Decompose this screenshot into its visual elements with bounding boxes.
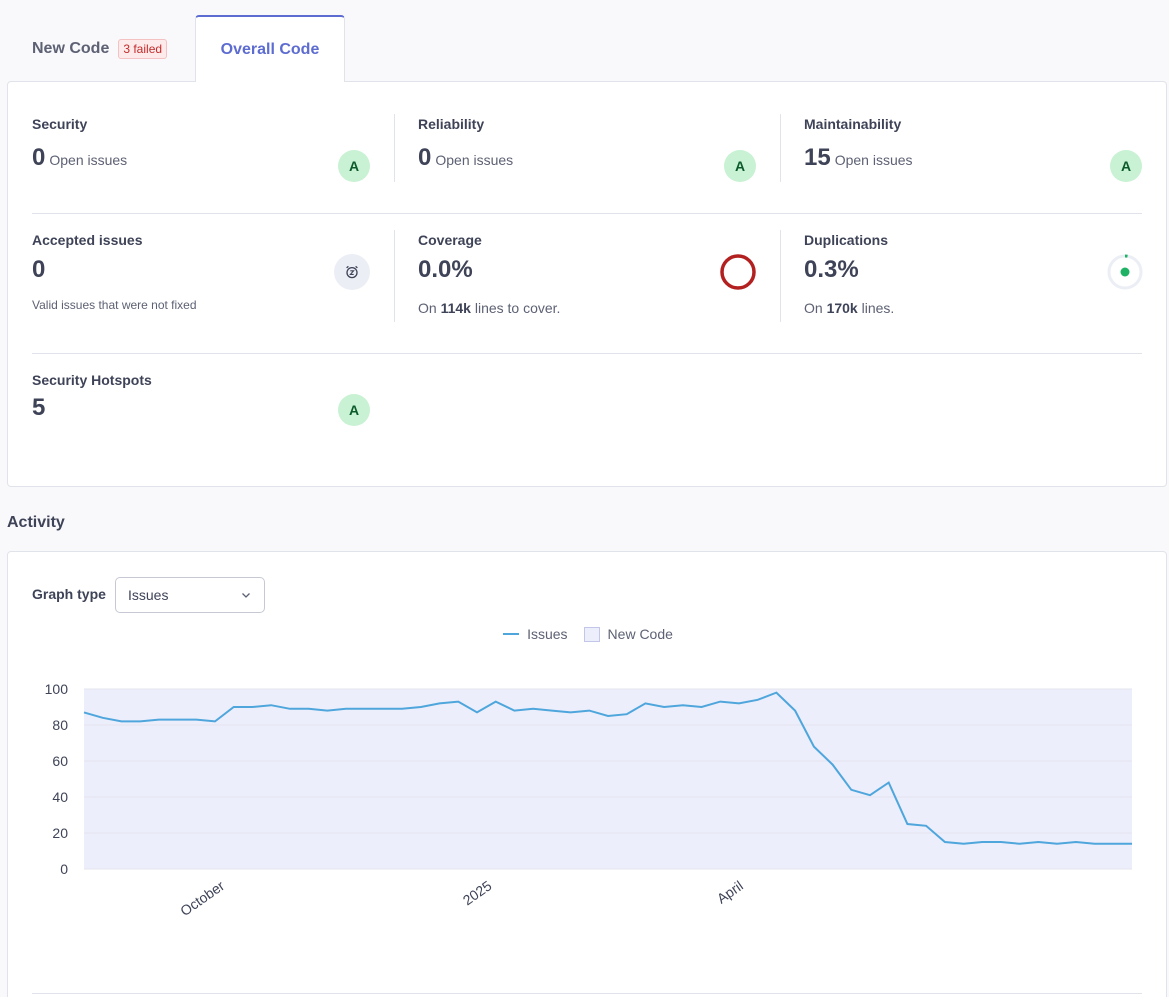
coverage-metric[interactable]: Coverage 0.0% On 114k lines to cover. [418,232,756,316]
reliability-unit: Open issues [435,152,514,168]
maintainability-title: Maintainability [804,116,902,132]
legend-issues[interactable]: Issues [503,626,568,642]
duplications-title: Duplications [804,232,889,248]
legend-line-swatch [503,633,520,635]
y-tick-label: 20 [52,825,68,841]
security-hotspots-value[interactable]: 5 [32,394,46,421]
security-value[interactable]: 0 [32,144,46,171]
divider [394,230,395,322]
accepted-issues-description: Valid issues that were not fixed [32,298,197,312]
card-bottom-divider [32,993,1142,994]
tab-new-code[interactable]: New Code 3 failed [7,15,195,82]
security-hotspots-title: Security Hotspots [32,372,152,388]
coverage-title: Coverage [418,232,482,248]
divider [780,114,781,182]
x-tick-label: April [714,877,746,906]
chevron-down-icon [242,593,250,598]
issues-line-chart[interactable]: 0 20 40 60 80 100 October 2025 April [8,672,1166,982]
maintainability-unit: Open issues [834,152,913,168]
coverage-ring-icon [720,254,756,290]
y-tick-label: 40 [52,789,68,805]
accepted-issues-metric[interactable]: Accepted issues 0 Valid issues that were… [32,232,370,312]
metrics-card: Security 0 Open issues A Reliability 0 O… [7,81,1167,487]
legend-area-swatch [583,626,600,642]
tab-overall-code[interactable]: Overall Code [195,15,345,82]
duplications-metric[interactable]: Duplications 0.3% On 170k lines. [804,232,1142,316]
accepted-issues-title: Accepted issues [32,232,143,248]
y-tick-label: 100 [45,681,69,697]
graph-type-label: Graph type [32,586,106,602]
activity-heading: Activity [7,514,65,531]
y-tick-label: 80 [52,717,68,733]
coverage-lines-count[interactable]: 114k [440,300,471,316]
coverage-lines-prefix: On [418,300,437,316]
maintainability-metric[interactable]: Maintainability 15 Open issues [804,116,1142,172]
legend-new-code-label: New Code [607,626,673,642]
security-hotspots-grade-badge[interactable]: A [338,394,370,426]
x-tick-label: October [177,877,227,919]
duplications-lines: On 170k lines. [804,300,1142,316]
duplications-lines-suffix: lines. [861,300,895,316]
divider [394,114,395,182]
accepted-issues-value[interactable]: 0 [32,256,46,283]
security-metric[interactable]: Security 0 Open issues [32,116,370,172]
y-tick-label: 60 [52,753,68,769]
tab-new-code-label: New Code [32,39,110,57]
reliability-title: Reliability [418,116,485,132]
legend-new-code[interactable]: New Code [583,626,673,642]
security-title: Security [32,116,88,132]
reliability-metric[interactable]: Reliability 0 Open issues [418,116,756,172]
activity-card: Graph type Issues Issues New Code 0 20 40 6… [7,551,1167,997]
row-divider [32,353,1142,354]
coverage-lines-suffix: lines to cover. [474,300,561,316]
maintainability-grade-badge[interactable]: A [1110,150,1142,182]
graph-type-value: Issues [128,587,169,603]
alarm-clock-icon [334,254,370,290]
coverage-value[interactable]: 0.0% [418,256,473,283]
duplications-value[interactable]: 0.3% [804,256,859,283]
reliability-value[interactable]: 0 [418,144,432,171]
reliability-grade-badge[interactable]: A [724,150,756,182]
duplications-lines-prefix: On [804,300,823,316]
coverage-lines: On 114k lines to cover. [418,300,756,316]
x-tick-label: 2025 [460,877,495,908]
failed-conditions-badge: 3 failed [118,38,168,59]
security-unit: Open issues [49,152,128,168]
divider [780,230,781,322]
maintainability-value[interactable]: 15 [804,144,831,171]
new-code-area [84,689,1132,869]
duplications-indicator-icon [1107,254,1143,290]
legend-issues-label: Issues [527,626,568,642]
security-hotspots-metric[interactable]: Security Hotspots 5 [32,372,370,422]
tab-overall-code-label: Overall Code [220,40,320,58]
row-divider [32,213,1142,214]
code-tabs: New Code 3 failed Overall Code [7,15,1167,82]
duplications-lines-count[interactable]: 170k [826,300,858,316]
graph-type-select[interactable]: Issues [115,577,265,613]
chart-legend: Issues New Code [8,626,1168,642]
security-grade-badge[interactable]: A [338,150,370,182]
y-tick-label: 0 [60,861,68,877]
